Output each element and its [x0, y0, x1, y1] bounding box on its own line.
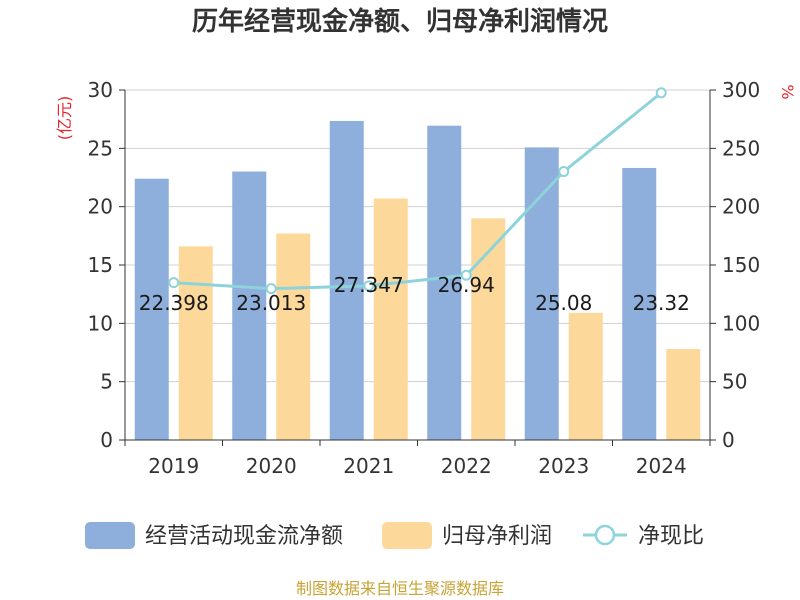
bar-net-profit [276, 233, 311, 440]
legend-swatch [382, 522, 432, 549]
data-label: 22.398 [139, 291, 209, 315]
bar-layer [134, 120, 701, 441]
left-tick-label: 20 [88, 195, 113, 219]
left-tick-label: 5 [100, 370, 113, 394]
x-tick-label: 2023 [538, 454, 589, 478]
legend-label: 净现比 [638, 524, 704, 549]
legend-item[interactable]: 归母净利润 [382, 522, 552, 549]
legend-item[interactable]: 净现比 [583, 524, 704, 549]
bar-net-profit [178, 246, 213, 440]
legend-label: 归母净利润 [442, 524, 552, 549]
ratio-point [265, 283, 277, 295]
bar-cash-flow [134, 178, 169, 440]
bar-net-profit [373, 198, 408, 440]
right-tick-label: 100 [722, 311, 760, 335]
left-tick-label: 15 [88, 253, 113, 277]
ratio-point [363, 280, 375, 292]
bar-cash-flow [329, 120, 364, 441]
bar-net-profit [471, 218, 506, 440]
left-tick-label: 30 [88, 78, 113, 102]
x-tick-label: 2022 [441, 454, 492, 478]
ratio-point [655, 87, 667, 99]
right-tick-label: 150 [722, 253, 760, 277]
legend-swatch [85, 522, 135, 549]
right-tick-label: 250 [722, 136, 760, 160]
right-tick-label: 50 [722, 370, 747, 394]
x-tick-label: 2024 [636, 454, 687, 478]
bar-cash-flow [427, 125, 462, 440]
legend-marker [594, 524, 616, 546]
legend: 经营活动现金流净额 归母净利润 净现比 [85, 522, 704, 549]
bar-cash-flow [622, 167, 657, 440]
ratio-point [460, 269, 472, 281]
chart-title: 历年经营现金净额、归母净利润情况 [192, 6, 608, 37]
ratio-point [558, 166, 570, 178]
data-label: 25.08 [535, 291, 592, 315]
right-tick-label: 0 [722, 428, 735, 452]
left-tick-label: 10 [88, 311, 113, 335]
data-labels: 22.398 23.013 27.347 26.94 25.08 23.32 [139, 273, 690, 315]
left-tick-label: 25 [88, 136, 113, 160]
x-tick-label: 2019 [148, 454, 199, 478]
bar-net-profit [666, 349, 701, 440]
data-label: 26.94 [438, 273, 495, 297]
data-label: 23.32 [633, 291, 690, 315]
grid-lines [125, 89, 710, 383]
left-tick-label: 0 [100, 428, 113, 452]
right-tick-label: 200 [722, 195, 760, 219]
source-note: 制图数据来自恒生聚源数据库 [296, 579, 504, 598]
right-tick-label: 300 [722, 78, 760, 102]
left-axis-unit: (亿元) [55, 96, 74, 141]
ratio-point [168, 277, 180, 289]
data-label: 23.013 [236, 291, 306, 315]
bar-net-profit [568, 312, 603, 440]
data-label: 27.347 [334, 273, 404, 297]
legend-label: 经营活动现金流净额 [145, 524, 343, 549]
line-layer [168, 87, 667, 295]
right-axis-unit: % [778, 84, 797, 99]
x-tick-label: 2021 [343, 454, 394, 478]
x-tick-label: 2020 [246, 454, 297, 478]
ratio-line [173, 91, 663, 291]
legend-item[interactable]: 经营活动现金流净额 [85, 522, 343, 549]
bar-cash-flow [232, 171, 267, 440]
